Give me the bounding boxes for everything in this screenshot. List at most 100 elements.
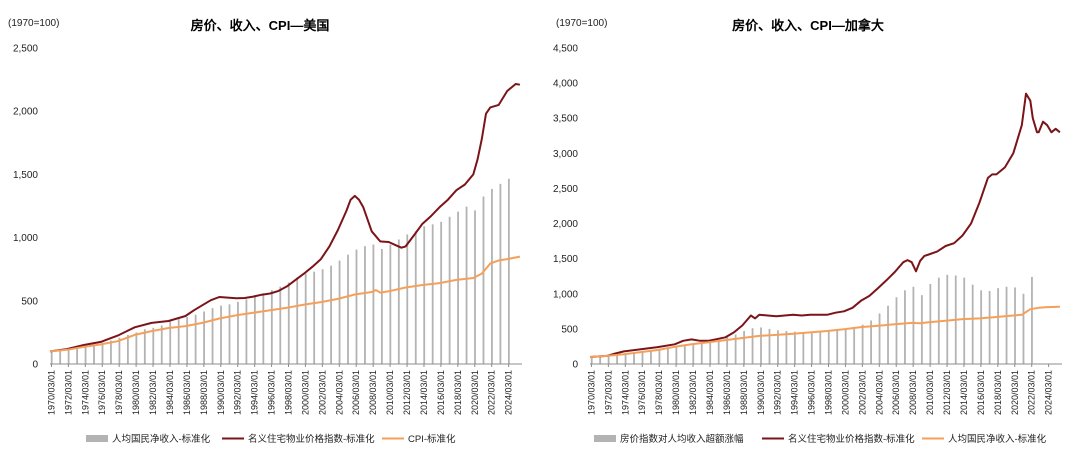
bar: [321, 269, 324, 364]
x-tick-label: 2000/03/01: [840, 370, 850, 415]
x-tick-label: 1972/03/01: [603, 370, 613, 415]
bar: [338, 260, 341, 364]
bar: [844, 328, 847, 364]
bar: [194, 314, 197, 364]
x-tick-label: 1988/03/01: [739, 370, 749, 415]
bar: [440, 221, 443, 364]
bar: [633, 352, 635, 364]
legend-label: CPI-标准化: [408, 433, 456, 445]
bar: [59, 350, 62, 364]
x-tick-label: 2014/03/01: [959, 370, 969, 415]
y-tick-label: 4,000: [553, 79, 578, 90]
y-tick-label: 1,000: [13, 233, 38, 244]
bar: [971, 284, 974, 364]
bar: [861, 324, 864, 364]
bar: [624, 353, 627, 364]
bar: [270, 290, 273, 364]
bar: [760, 327, 762, 364]
bar: [118, 337, 121, 364]
bar: [692, 343, 695, 364]
x-tick-label: 2010/03/01: [385, 370, 395, 415]
bar: [709, 341, 712, 364]
x-tick-label: 2018/03/01: [993, 370, 1003, 415]
bar: [853, 328, 856, 364]
x-tick-label: 2004/03/01: [874, 370, 884, 415]
bar: [616, 355, 618, 364]
bar: [963, 277, 966, 364]
bar: [152, 327, 155, 364]
bar: [448, 216, 451, 364]
y-tick-label: 2,500: [13, 44, 38, 55]
legend-swatch: [86, 435, 108, 442]
y-axis-ticks: 0 500 1,000 1,500 2,000 2,500 3,000 3,500 4,000 4…: [553, 44, 578, 371]
x-tick-label: 1976/03/01: [637, 370, 647, 415]
series-line: [589, 92, 1061, 358]
bar: [143, 329, 146, 364]
x-tick-label: 2006/03/01: [891, 370, 901, 415]
x-tick-label: 1996/03/01: [267, 370, 277, 415]
x-axis-ticks: 1970/03/01 1972/03/01 1974/03/01 1976/03/01…: [46, 364, 514, 415]
bar: [101, 342, 104, 364]
series-line: [49, 83, 521, 353]
bar: [887, 305, 889, 364]
bar: [465, 206, 468, 364]
x-tick-label: 1972/03/01: [63, 370, 73, 415]
bar: [802, 332, 805, 364]
bar: [675, 346, 678, 364]
x-tick-label: 1998/03/01: [823, 370, 833, 415]
bar: [245, 299, 248, 364]
y-tick-label: 3,000: [553, 149, 578, 160]
x-tick-label: 2024/03/01: [1044, 370, 1054, 415]
bar: [607, 356, 610, 364]
bar: [743, 330, 745, 364]
bar: [84, 346, 87, 364]
bar: [700, 342, 703, 364]
y-tick-label: 2,000: [13, 107, 38, 118]
x-tick-label: 1988/03/01: [199, 370, 209, 415]
bar: [726, 336, 729, 364]
series-line: [49, 255, 521, 353]
x-tick-label: 1978/03/01: [114, 370, 124, 415]
x-tick-label: 1974/03/01: [620, 370, 630, 415]
bar: [980, 290, 983, 364]
x-tick-label: 1990/03/01: [216, 370, 226, 415]
x-tick-label: 1980/03/01: [671, 370, 681, 415]
bar: [355, 249, 358, 364]
bar-series: [50, 178, 510, 364]
y-tick-label: 3,500: [553, 114, 578, 125]
x-tick-label: 1984/03/01: [705, 370, 715, 415]
bar: [819, 331, 822, 364]
x-tick-label: 2008/03/01: [908, 370, 918, 415]
y-tick-label: 1,000: [553, 289, 578, 300]
bar: [135, 332, 138, 364]
bar: [997, 288, 999, 364]
x-tick-label: 1976/03/01: [97, 370, 107, 415]
bar: [827, 330, 830, 364]
chart-title: 房价、收入、CPI—美国: [191, 18, 330, 33]
bar: [717, 339, 720, 364]
legend-label: 人均国民净收入-标准化: [948, 433, 1047, 445]
bar: [793, 331, 796, 364]
chart-title: 房价、收入、CPI—加拿大: [732, 18, 884, 33]
x-tick-label: 1980/03/01: [131, 370, 141, 415]
x-tick-label: 2016/03/01: [976, 370, 986, 415]
y-tick-label: 500: [21, 296, 38, 307]
bar: [211, 308, 214, 364]
x-tick-label: 1996/03/01: [807, 370, 817, 415]
bar: [304, 273, 307, 364]
bar-series: [590, 274, 1033, 364]
bar: [751, 328, 754, 364]
legend-label: 名义住宅物业价格指数-标准化: [788, 433, 915, 445]
y-axis-ticks: 0 500 1,000 1,500 2,000 2,500: [13, 44, 38, 371]
bar: [330, 265, 332, 364]
bar: [666, 348, 669, 364]
x-tick-label: 2016/03/01: [436, 370, 446, 415]
bar: [777, 330, 779, 364]
x-tick-label: 2018/03/01: [453, 370, 463, 415]
series-line: [589, 305, 1060, 358]
x-tick-label: 2012/03/01: [942, 370, 952, 415]
bar: [810, 332, 813, 364]
bar: [768, 328, 771, 364]
legend-label: 人均国民净收入-标准化: [112, 433, 211, 445]
x-tick-label: 2022/03/01: [487, 370, 497, 415]
